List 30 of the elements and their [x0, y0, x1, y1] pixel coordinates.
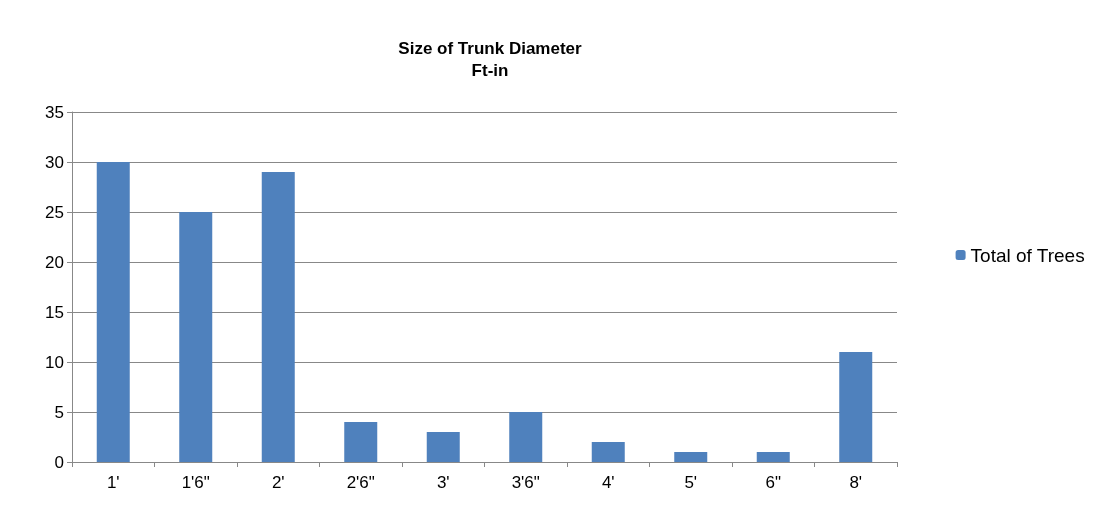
x-tick-label: 2'6" [346, 473, 375, 492]
bar [179, 212, 213, 462]
y-tick-label: 15 [45, 302, 64, 322]
x-tick-label: 4' [601, 473, 615, 492]
bar [344, 422, 378, 462]
y-tick-label: 10 [45, 352, 64, 372]
legend-label: Total of Trees [970, 244, 1085, 266]
y-tick-label: 0 [54, 452, 64, 472]
bar [96, 162, 130, 462]
bar [674, 452, 708, 462]
bar [839, 352, 873, 462]
x-tick-label: 5' [684, 473, 698, 492]
x-tick-label: 1'6" [181, 473, 210, 492]
bar [591, 442, 625, 462]
x-tick-label: 8' [849, 473, 863, 492]
chart-title: Size of Trunk Diameter Ft-in [398, 38, 583, 80]
x-tick-label: 2' [271, 473, 285, 492]
y-tick-label: 5 [54, 402, 64, 422]
bar [426, 432, 460, 462]
x-tick-label: 6" [765, 473, 781, 492]
x-tick-label: 1' [106, 473, 120, 492]
x-tick-label: 3' [436, 473, 450, 492]
y-tick-label: 25 [45, 202, 64, 222]
x-tick-label: 3'6" [511, 473, 540, 492]
y-tick-label: 35 [45, 102, 64, 122]
y-tick-label: 30 [45, 152, 64, 172]
y-tick-label: 20 [45, 252, 64, 272]
bar [509, 412, 543, 462]
bar [756, 452, 790, 462]
bar [261, 172, 295, 462]
